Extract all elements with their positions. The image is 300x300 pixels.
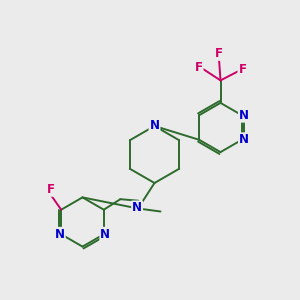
Text: N: N: [239, 109, 249, 122]
Text: N: N: [100, 228, 110, 241]
Text: F: F: [47, 183, 55, 196]
Text: N: N: [132, 201, 142, 214]
Text: F: F: [238, 63, 246, 76]
Text: F: F: [195, 61, 203, 74]
Text: F: F: [215, 47, 223, 60]
Text: N: N: [239, 133, 249, 146]
Text: N: N: [55, 228, 65, 241]
Text: N: N: [149, 119, 160, 132]
